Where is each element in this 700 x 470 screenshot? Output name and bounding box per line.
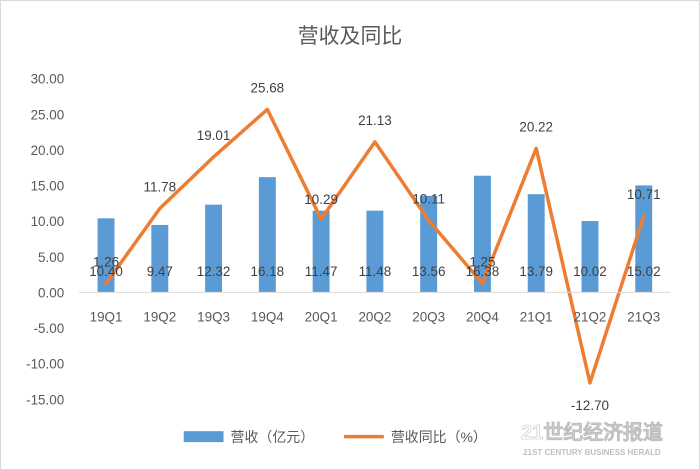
bar-data-label: 13.79 [519,264,553,279]
legend-label-yoy: 营收同比（%） [391,429,487,445]
bar-data-label: 15.02 [627,264,661,279]
line-data-label: 10.71 [627,187,661,202]
line-data-labels: 1.26 11.78 19.01 25.68 10.29 21.13 10.11 1.25 20… [93,81,661,413]
y-tick-label: -10.00 [26,357,64,372]
y-tick-label: 25.00 [31,107,65,122]
bar [527,194,545,293]
line-series [104,107,646,385]
bar-data-label: 9.47 [147,264,173,279]
x-tick-label: 19Q1 [90,310,123,325]
bar-data-label: 16.18 [251,264,285,279]
line-data-label: 10.11 [412,191,445,206]
bar [205,204,223,293]
bar-data-label: 11.47 [305,264,338,279]
bar [473,175,491,293]
x-tick-label: 19Q4 [251,310,284,325]
bar [97,218,115,293]
y-tick-label: -5.00 [34,321,65,336]
legend: 营收（亿元） 营收同比（%） [183,429,487,445]
y-tick-label: -15.00 [26,392,64,407]
y-tick-label: 5.00 [38,250,64,265]
x-tick-label: 21Q2 [574,310,607,325]
x-tick-label: 20Q1 [305,310,338,325]
line-data-label: 11.78 [143,180,176,195]
legend-swatch-revenue [183,431,224,443]
y-tick-label: 0.00 [38,285,64,300]
bar-data-label: 11.48 [359,264,392,279]
line-data-label: 1.25 [469,255,495,270]
bar [312,210,330,293]
line-path [104,107,646,385]
bar-data-label: 16.38 [466,264,500,279]
line-data-label: 19.01 [197,128,231,143]
bar-data-label: 12.32 [197,264,231,279]
line-data-label: 20.22 [519,119,553,134]
x-tick-label: 20Q2 [358,310,391,325]
line-data-label: -12.70 [571,398,609,413]
x-tick-label: 20Q4 [466,310,499,325]
x-tick-label: 21Q1 [520,310,553,325]
line-data-label: 25.68 [251,81,285,96]
x-tick-label: 21Q3 [627,310,660,325]
watermark-main: 21世纪经济报道 [521,420,663,444]
bar [420,195,438,293]
bar-data-labels: 10.40 9.47 12.32 16.18 11.47 11.48 13.56 16.38 1… [89,264,660,279]
line-data-label: 1.26 [93,255,119,270]
bar-data-label: 10.40 [89,264,123,279]
bar-data-label: 10.02 [573,264,607,279]
line-data-label: 21.13 [358,113,392,128]
x-tick-label: 19Q2 [143,310,176,325]
bar [151,224,169,293]
chart-title: 营收及同比 [298,25,403,48]
y-axis: 30.00 25.00 20.00 15.00 10.00 5.00 0.00 -5.00 -1… [26,72,64,408]
y-tick-label: 15.00 [31,179,65,194]
watermark: 21世纪经济报道 21ST CENTURY BUSINESS HERALD [521,420,663,457]
x-tick-label: 20Q3 [412,310,445,325]
bar [366,210,384,293]
watermark-sub: 21ST CENTURY BUSINESS HERALD [523,448,661,457]
y-tick-label: 10.00 [31,214,65,229]
x-tick-label: 19Q3 [197,310,230,325]
bar-series [97,175,653,293]
legend-label-revenue: 营收（亿元） [231,429,315,445]
y-tick-label: 30.00 [31,72,65,87]
bar-data-label: 13.56 [412,264,446,279]
bar [581,221,599,293]
y-tick-label: 20.00 [31,143,65,158]
x-axis: 19Q1 19Q2 19Q3 19Q4 20Q1 20Q2 20Q3 20Q4 21Q1 21Q2… [79,291,671,325]
line-data-label: 10.29 [304,192,338,207]
bar [258,177,276,293]
bar [635,185,653,293]
